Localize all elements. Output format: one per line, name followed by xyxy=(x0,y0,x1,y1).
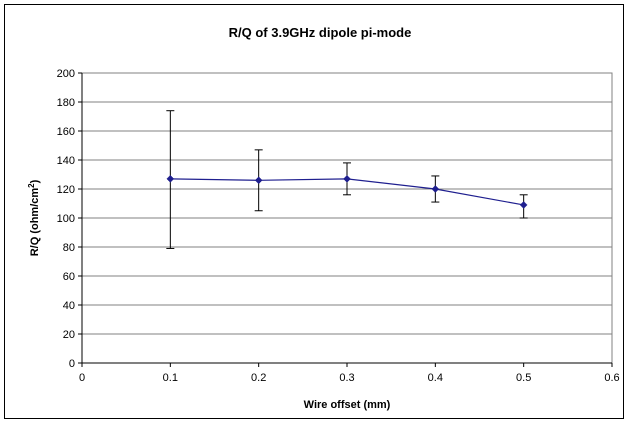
y-tick-label: 200 xyxy=(57,68,75,80)
data-point-marker xyxy=(343,174,351,183)
x-tick-label: 0.5 xyxy=(516,372,531,384)
y-tick-label: 20 xyxy=(63,329,75,341)
y-tick-label: 120 xyxy=(57,184,75,196)
data-point-marker xyxy=(254,176,263,185)
y-tick-labels: 0 20 40 60 80 100 120 140 160 180 200 xyxy=(57,68,75,370)
y-tick-label: 160 xyxy=(57,126,75,138)
chart-svg: R/Q of 3.9GHz dipole pi-mode 02040608010… xyxy=(27,25,620,411)
y-tick-label: 180 xyxy=(57,97,75,109)
y-axis-title: R/Q (ohm/cm2) xyxy=(27,179,41,256)
data-point-marker xyxy=(519,201,528,209)
x-tick-label: 0.2 xyxy=(251,372,266,384)
y-axis-title-superscript: 2 xyxy=(27,183,36,188)
y-tick-label: 40 xyxy=(63,300,75,312)
y-axis-title-main: R/Q (ohm/cm xyxy=(29,188,41,257)
y-tick-label: 60 xyxy=(63,271,75,283)
data-series xyxy=(166,110,528,249)
x-axis-title: Wire offset (mm) xyxy=(304,399,391,411)
y-tick-label: 80 xyxy=(63,242,75,254)
chart-frame: R/Q of 3.9GHz dipole pi-mode 0 20 40 60 80 10… xyxy=(4,4,624,419)
y-tick-label: 140 xyxy=(57,155,75,167)
chart-title: R/Q of 3.9GHz dipole pi-mode xyxy=(229,25,412,40)
x-tick-label: 0.4 xyxy=(428,372,443,384)
axes xyxy=(78,72,613,367)
x-tick-label: 0 xyxy=(79,372,85,384)
x-tick-label: 0.1 xyxy=(163,372,178,384)
y-axis-title-suffix: ) xyxy=(29,179,41,183)
y-tick-label: 0 xyxy=(69,358,75,370)
y-tick-label: 100 xyxy=(57,213,75,225)
x-tick-labels: 0 0.1 0.2 0.3 0.4 0.5 0.6 xyxy=(79,372,620,384)
x-tick-label: 0.6 xyxy=(604,372,619,384)
data-point-marker xyxy=(166,174,175,183)
x-tick-label: 0.3 xyxy=(339,372,354,384)
data-point-marker xyxy=(431,185,440,193)
